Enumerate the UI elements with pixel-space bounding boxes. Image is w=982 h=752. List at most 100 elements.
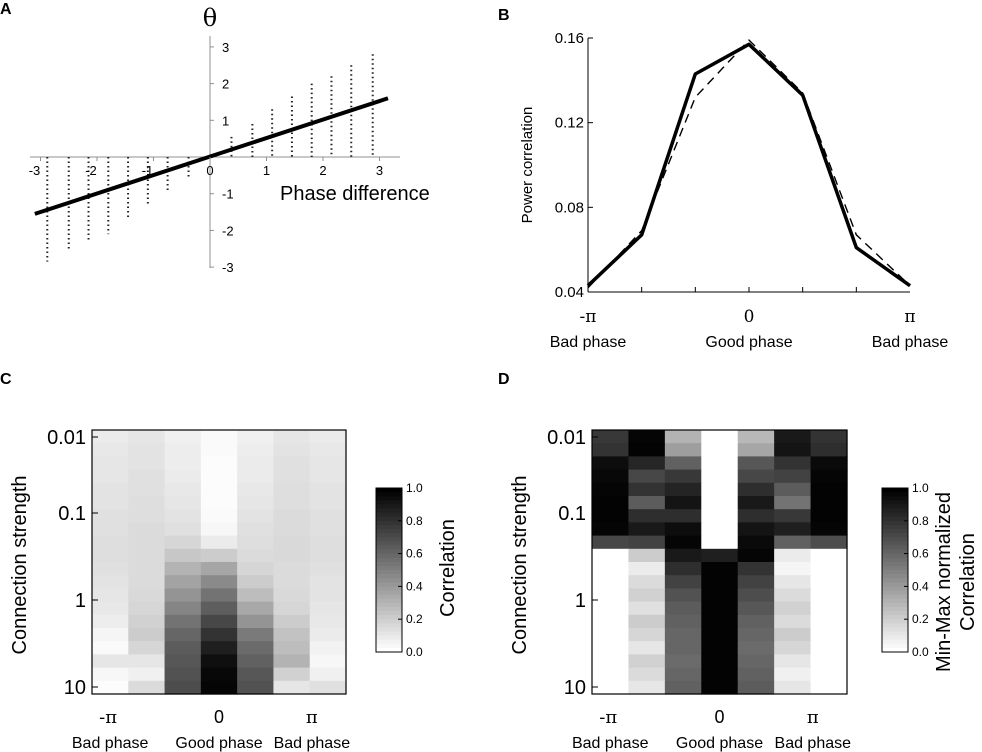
panel-c-cell: [92, 680, 129, 695]
panel-d-cell: [774, 641, 812, 655]
panel-c-cell: [200, 628, 238, 642]
panel-c-colorbar-step: [376, 533, 402, 538]
panel-c-colorbar-step: [376, 545, 402, 551]
panel-a-scatter-points: [46, 54, 374, 262]
panel-d-cell: [664, 641, 702, 655]
panel-d-cell: [810, 575, 848, 589]
panel-c-cell: [237, 641, 275, 655]
panel-d-cell: [810, 430, 848, 444]
panel-c-cell: [128, 562, 166, 576]
panel-d-cell: [701, 575, 739, 589]
panel-c-cell: [128, 443, 166, 457]
panel-d-cell: [664, 654, 702, 669]
panel-d-colorbar-step: [882, 549, 908, 555]
panel-d-cell: [592, 588, 630, 603]
panel-c-cell: [237, 509, 275, 523]
panel-d-cell: [737, 654, 775, 669]
panel-c-cell: [237, 614, 275, 629]
panel-c-colorbar-step: [376, 611, 402, 616]
panel-c-cell: [164, 667, 202, 682]
panel-d-colorbar-step: [882, 492, 908, 497]
panel-d-cell: [628, 522, 666, 537]
panel-d-colorbar-step: [882, 516, 908, 522]
panel-c-cell: [237, 575, 275, 589]
panel-d-cell: [810, 614, 848, 629]
panel-c-cell: [309, 614, 347, 629]
panel-c-cell: [273, 667, 311, 682]
panel-c-cell: [128, 628, 166, 642]
panel-c-cell: [237, 535, 275, 550]
panel-d-cell: [592, 469, 630, 484]
panel-c-cell: [273, 654, 311, 669]
panel-d-colorbar-step: [882, 561, 908, 567]
panel-c-cell: [92, 588, 129, 603]
panel-d-cell: [592, 509, 630, 523]
panel-c-cell: [237, 667, 275, 682]
panel-c-colorbar-tick-label: 1.0: [406, 481, 423, 495]
panel-a-y-tick-label: -1: [222, 187, 234, 202]
panel-d-cell: [774, 562, 812, 576]
panel-d-cell: [810, 496, 848, 510]
panel-c-cell: [164, 443, 202, 457]
panel-d-cell: [664, 522, 702, 537]
panel-a-x-tick-label: 3: [376, 163, 383, 178]
panel-d-cell: [810, 654, 848, 669]
panel-c-cell: [273, 522, 311, 537]
panel-c-cell: [92, 430, 129, 444]
panel-c-cell: [309, 588, 347, 603]
panel-d-cell: [664, 667, 702, 682]
panel-d-colorbar-step: [882, 643, 908, 649]
panel-a-y-tick-label: -3: [222, 260, 234, 275]
panel-c-cell: [200, 588, 238, 603]
panel-c-cell: [128, 575, 166, 589]
panel-c-cell: [309, 575, 347, 589]
panel-d-cell: [628, 641, 666, 655]
panel-d-cell: [628, 482, 666, 497]
panel-c-cell: [128, 522, 166, 537]
panel-d-cell: [664, 562, 702, 576]
panel-d-cell: [628, 667, 666, 682]
panel-d-frame: [591, 429, 848, 695]
panel-c-cell: [164, 496, 202, 510]
panel-c-cell: [92, 496, 129, 510]
panel-c-cell: [273, 443, 311, 457]
panel-d-colorbar-step: [882, 541, 908, 546]
panel-c-cell: [92, 654, 129, 669]
panel-d-colorbar-tick-label: 0.0: [912, 645, 929, 659]
panel-c-cell: [309, 601, 347, 616]
panel-d-cell: [810, 562, 848, 576]
panel-d-cell: [701, 496, 739, 510]
panel-letter-b: B: [498, 7, 510, 24]
panel-d-colorbar-frame: [881, 487, 909, 653]
panel-b-x-tick-label: -π: [580, 307, 597, 327]
panel-d-cell: [737, 641, 775, 655]
panel-d-colorbar-tick-label: 0.8: [912, 514, 929, 528]
panel-c-cell: [237, 430, 275, 444]
panel-c-cell: [164, 562, 202, 576]
panel-c-x-tick-label: -π: [99, 707, 117, 728]
panel-c-colorbar-step: [376, 565, 402, 571]
panel-c-colorbar-step: [376, 586, 402, 592]
panel-d-cell: [774, 575, 812, 589]
panel-c-colorbar-step: [376, 619, 402, 624]
panel-c-cell: [273, 456, 311, 471]
panel-d-cell: [737, 430, 775, 444]
panel-d-colorbar-step: [882, 582, 908, 587]
panel-c-cell: [237, 680, 275, 695]
panel-c-cell: [237, 562, 275, 576]
panel-d-colorbar-step: [882, 619, 908, 624]
panel-c-cell: [164, 456, 202, 471]
panel-d-heatmap: 0.01 0.1 1 10 -π Bad phase 0 Good phase π Bad ph…: [509, 427, 979, 752]
panel-d-cell: [592, 482, 630, 497]
panel-d-cell: [774, 456, 812, 471]
panel-d-cell: [664, 482, 702, 497]
panel-c-cell: [128, 601, 166, 616]
panel-c-colorbar-step: [376, 496, 402, 501]
panel-c-cell: [92, 509, 129, 523]
panel-c-cell: [200, 509, 238, 523]
panel-d-cell: [701, 535, 739, 550]
panel-c-y-tick-label: 10: [64, 677, 86, 699]
panel-c-cell: [200, 548, 238, 563]
panel-d-cell: [592, 535, 630, 550]
panel-a-y-tick-label: -2: [222, 223, 234, 238]
